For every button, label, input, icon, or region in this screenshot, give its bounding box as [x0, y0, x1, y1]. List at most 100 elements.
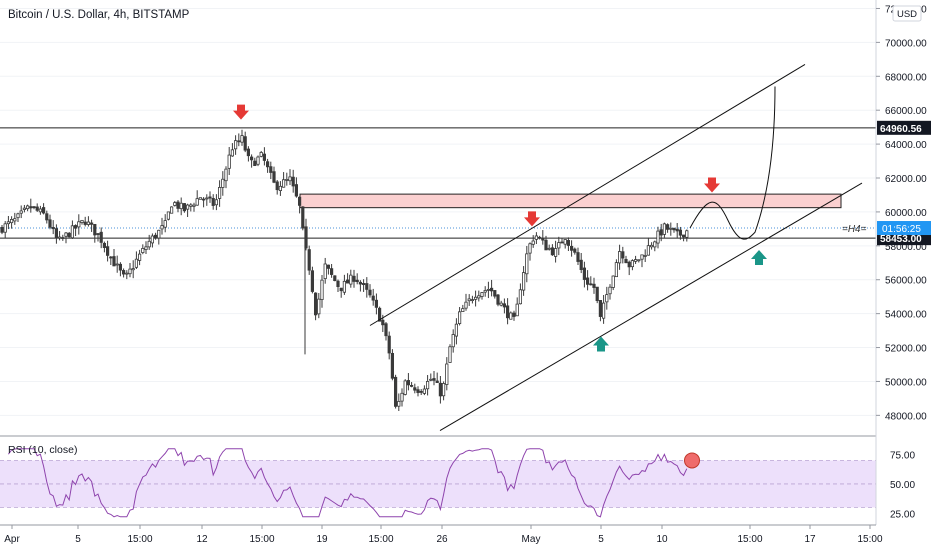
candle-body: [486, 288, 491, 291]
candle-body: [502, 303, 507, 308]
candle-body: [413, 387, 417, 391]
x-tick-label: Apr: [4, 534, 20, 545]
candle-body: [432, 378, 436, 381]
candle-body: [656, 230, 660, 244]
candle-body: [122, 270, 126, 275]
rsi-tick-label: 75.00: [890, 451, 915, 462]
candle-body: [233, 140, 238, 150]
candle-body: [297, 196, 302, 206]
candle-body: [6, 221, 10, 225]
candle-body: [320, 279, 324, 300]
candle-body: [582, 267, 587, 280]
candle-body: [256, 156, 260, 165]
horizontal-levels[interactable]: =H4=: [0, 127, 876, 239]
channel-upper-line[interactable]: [369, 63, 806, 326]
candle-body: [461, 308, 465, 312]
candle-body: [358, 281, 363, 285]
candle-body: [278, 185, 283, 191]
x-tick-label: 15:00: [857, 534, 882, 545]
candle-body: [9, 219, 14, 224]
candle-body: [243, 136, 247, 151]
candle-body: [614, 262, 619, 278]
x-tick-label: 10: [656, 534, 668, 545]
candle-body: [598, 300, 603, 317]
grid: [0, 7, 876, 416]
candle-body: [493, 290, 497, 297]
x-tick-label: 15:00: [368, 534, 393, 545]
candle-body: [333, 275, 337, 282]
candle-body: [281, 179, 286, 188]
price-channel[interactable]: [369, 63, 863, 432]
currency-label[interactable]: USD: [897, 9, 917, 20]
candle-body: [531, 240, 535, 245]
candle-body: [195, 198, 199, 206]
candle-body: [467, 298, 471, 302]
candle-body: [90, 222, 94, 225]
channel-lower-line[interactable]: [439, 182, 863, 432]
candle-body: [342, 280, 347, 293]
candle-body: [441, 383, 446, 397]
candle-body: [464, 301, 468, 309]
candle-body: [208, 196, 212, 199]
candle-body: [624, 258, 628, 264]
candle-body: [307, 249, 311, 271]
candle-body: [189, 204, 193, 207]
candle-body: [179, 202, 183, 210]
x-tick-label: 15:00: [737, 534, 762, 545]
candle-body: [538, 236, 542, 239]
candle-body: [473, 296, 478, 300]
candle-body: [35, 206, 39, 211]
candle-body: [240, 135, 244, 143]
y-tick-label: 70000.00: [885, 38, 927, 49]
candle-body: [393, 376, 398, 407]
candle-body: [77, 221, 81, 228]
candle-body: [352, 275, 356, 282]
candle-body: [141, 248, 145, 253]
x-tick-label: 12: [196, 534, 208, 545]
candle-body: [669, 227, 673, 230]
candle-body: [269, 166, 273, 173]
projected-path[interactable]: [689, 86, 776, 240]
timeframe-tag: =H4=: [842, 224, 867, 235]
y-tick-label: 68000.00: [885, 72, 927, 83]
candle-body: [326, 264, 331, 269]
candle-body: [38, 208, 43, 213]
candle-body: [160, 225, 164, 230]
candle-body: [125, 272, 129, 275]
candle-body: [198, 197, 202, 200]
y-tick-label: 62000.00: [885, 174, 927, 185]
candle-body: [22, 207, 27, 210]
candle-body: [547, 247, 551, 250]
candle-body: [496, 294, 500, 305]
y-tick-label: 50000.00: [885, 377, 927, 388]
rsi-tick-label: 25.00: [890, 509, 915, 520]
candle-body: [400, 392, 404, 402]
candle-body: [425, 381, 430, 390]
candle-body: [163, 220, 167, 228]
candle-body: [205, 197, 209, 200]
candle-body: [381, 319, 385, 326]
candle-body: [109, 256, 113, 259]
candle-body: [272, 171, 276, 183]
down-arrow-icon: [524, 211, 540, 227]
candle-body: [438, 382, 443, 397]
candle-body: [374, 299, 379, 308]
candle-body: [422, 388, 427, 394]
candle-body: [51, 227, 55, 230]
candle-body: [685, 230, 689, 238]
candle-body: [566, 240, 571, 246]
candle-body: [416, 389, 420, 393]
candle-body: [134, 258, 138, 268]
candle-body: [329, 268, 334, 275]
rsi-signal-dot: [684, 452, 700, 469]
candle-body: [618, 251, 622, 264]
candle-body: [634, 259, 638, 262]
candle-body: [102, 242, 106, 248]
x-tick-label: 19: [316, 534, 328, 545]
candle-body: [384, 323, 388, 337]
candle-body: [3, 223, 7, 233]
y-tick-label: 64000.00: [885, 140, 927, 151]
candle-body: [451, 334, 455, 348]
currency-button[interactable]: [892, 5, 922, 22]
